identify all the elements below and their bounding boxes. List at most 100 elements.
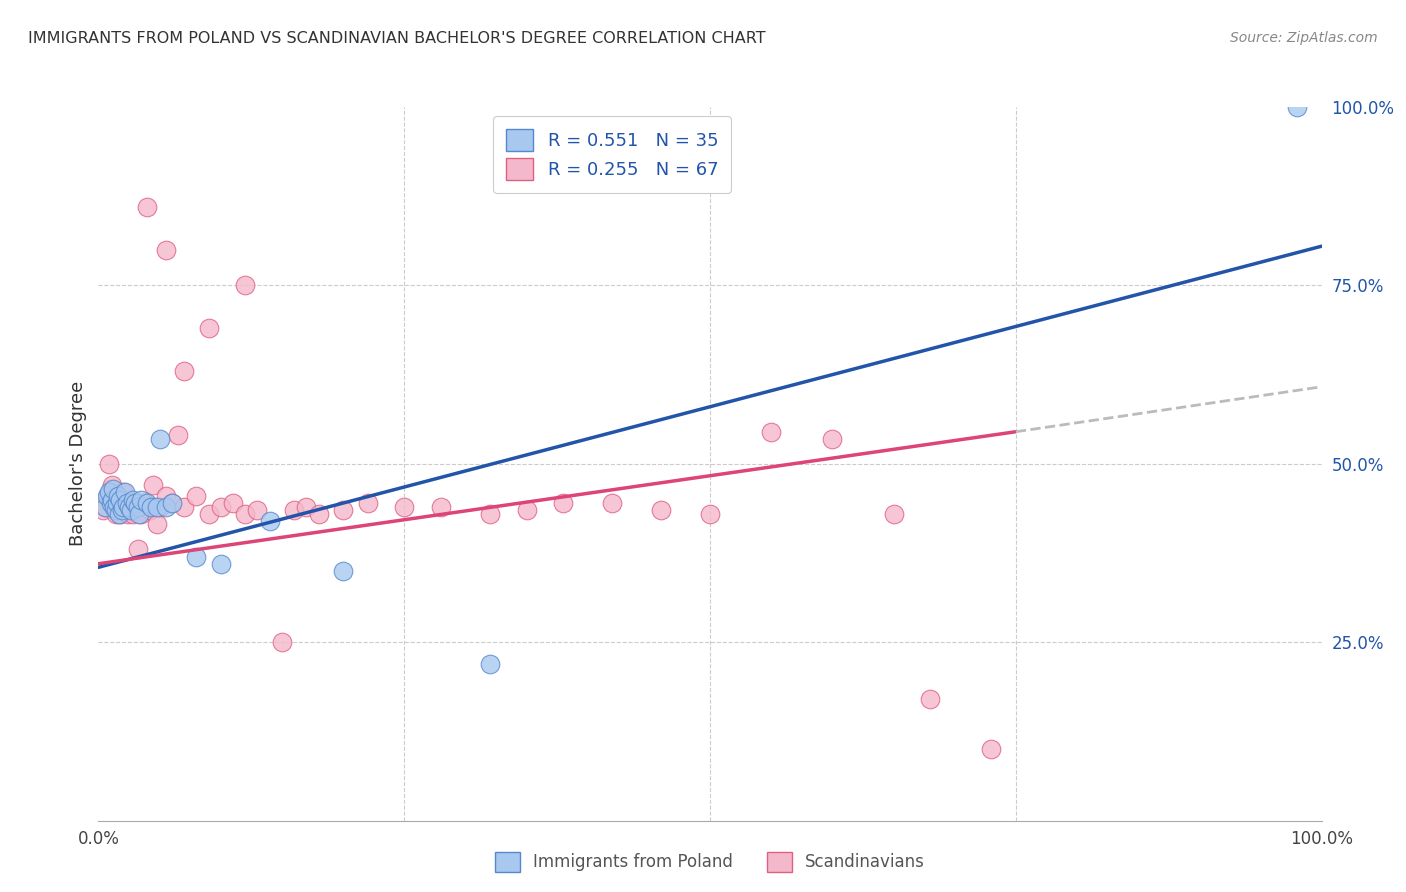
Point [173,364,195,378]
Point [120,496,142,510]
Point [110,507,132,521]
Point [222,496,245,510]
Point [478,657,501,671]
Point [295,500,318,514]
Point [111,503,134,517]
Point [91,503,114,517]
Point [173,500,195,514]
Point [118,500,141,514]
Point [127,500,149,514]
Text: IMMIGRANTS FROM POLAND VS SCANDINAVIAN BACHELOR'S DEGREE CORRELATION CHART: IMMIGRANTS FROM POLAND VS SCANDINAVIAN B… [28,31,766,46]
Point [920,692,942,706]
Point [149,432,172,446]
Point [233,278,256,293]
Point [98,457,121,471]
Point [111,485,134,500]
Point [136,496,159,510]
Point [980,742,1002,756]
Point [308,507,330,521]
Point [127,542,149,557]
Point [108,507,131,521]
Point [233,507,256,521]
Point [104,503,127,517]
Point [761,425,783,439]
Point [124,496,146,510]
Point [124,496,146,510]
Point [114,496,136,510]
Point [478,507,501,521]
Point [103,500,125,514]
Point [149,500,172,514]
Point [115,496,138,510]
Point [114,485,136,500]
Point [699,507,721,521]
Point [100,482,122,496]
Point [115,503,138,517]
Point [186,489,208,503]
Point [146,500,169,514]
Point [136,200,159,214]
Point [430,500,453,514]
Point [117,507,139,521]
Point [821,432,844,446]
Point [332,503,354,517]
Point [128,507,150,521]
Point [111,503,134,517]
Point [101,482,124,496]
Point [356,496,378,510]
Point [332,564,354,578]
Point [112,500,135,514]
Point [121,492,143,507]
Point [111,500,134,514]
Point [600,496,623,510]
Point [197,507,219,521]
Point [128,500,150,514]
Point [883,507,905,521]
Point [118,500,141,514]
Point [107,500,129,514]
Point [121,507,143,521]
Point [186,549,208,564]
Point [120,503,142,517]
Point [120,503,142,517]
Point [103,496,125,510]
Point [129,492,152,507]
Point [101,500,124,514]
Point [104,507,127,521]
Point [93,500,115,514]
Point [160,496,183,510]
Point [139,500,162,514]
Point [110,492,132,507]
Point [155,500,177,514]
Point [392,500,416,514]
Point [97,489,120,503]
Point [136,500,159,514]
Point [197,321,219,335]
Point [155,243,177,257]
Legend: Immigrants from Poland, Scandinavians: Immigrants from Poland, Scandinavians [484,840,936,884]
Point [209,557,232,571]
Point [94,500,117,514]
Point [160,496,183,510]
Point [107,489,129,503]
Point [246,503,269,517]
Point [139,503,162,517]
Point [167,428,190,442]
Text: Source: ZipAtlas.com: Source: ZipAtlas.com [1230,31,1378,45]
Point [283,503,305,517]
Point [98,485,121,500]
Point [650,503,672,517]
Point [105,496,128,510]
Point [155,489,177,503]
Point [270,635,294,649]
Point [108,496,131,510]
Point [105,492,128,507]
Point [134,496,156,510]
Point [129,507,152,521]
Point [1286,100,1309,114]
Point [553,496,575,510]
Point [259,514,281,528]
Point [101,492,124,507]
Point [209,500,232,514]
Point [101,478,124,492]
